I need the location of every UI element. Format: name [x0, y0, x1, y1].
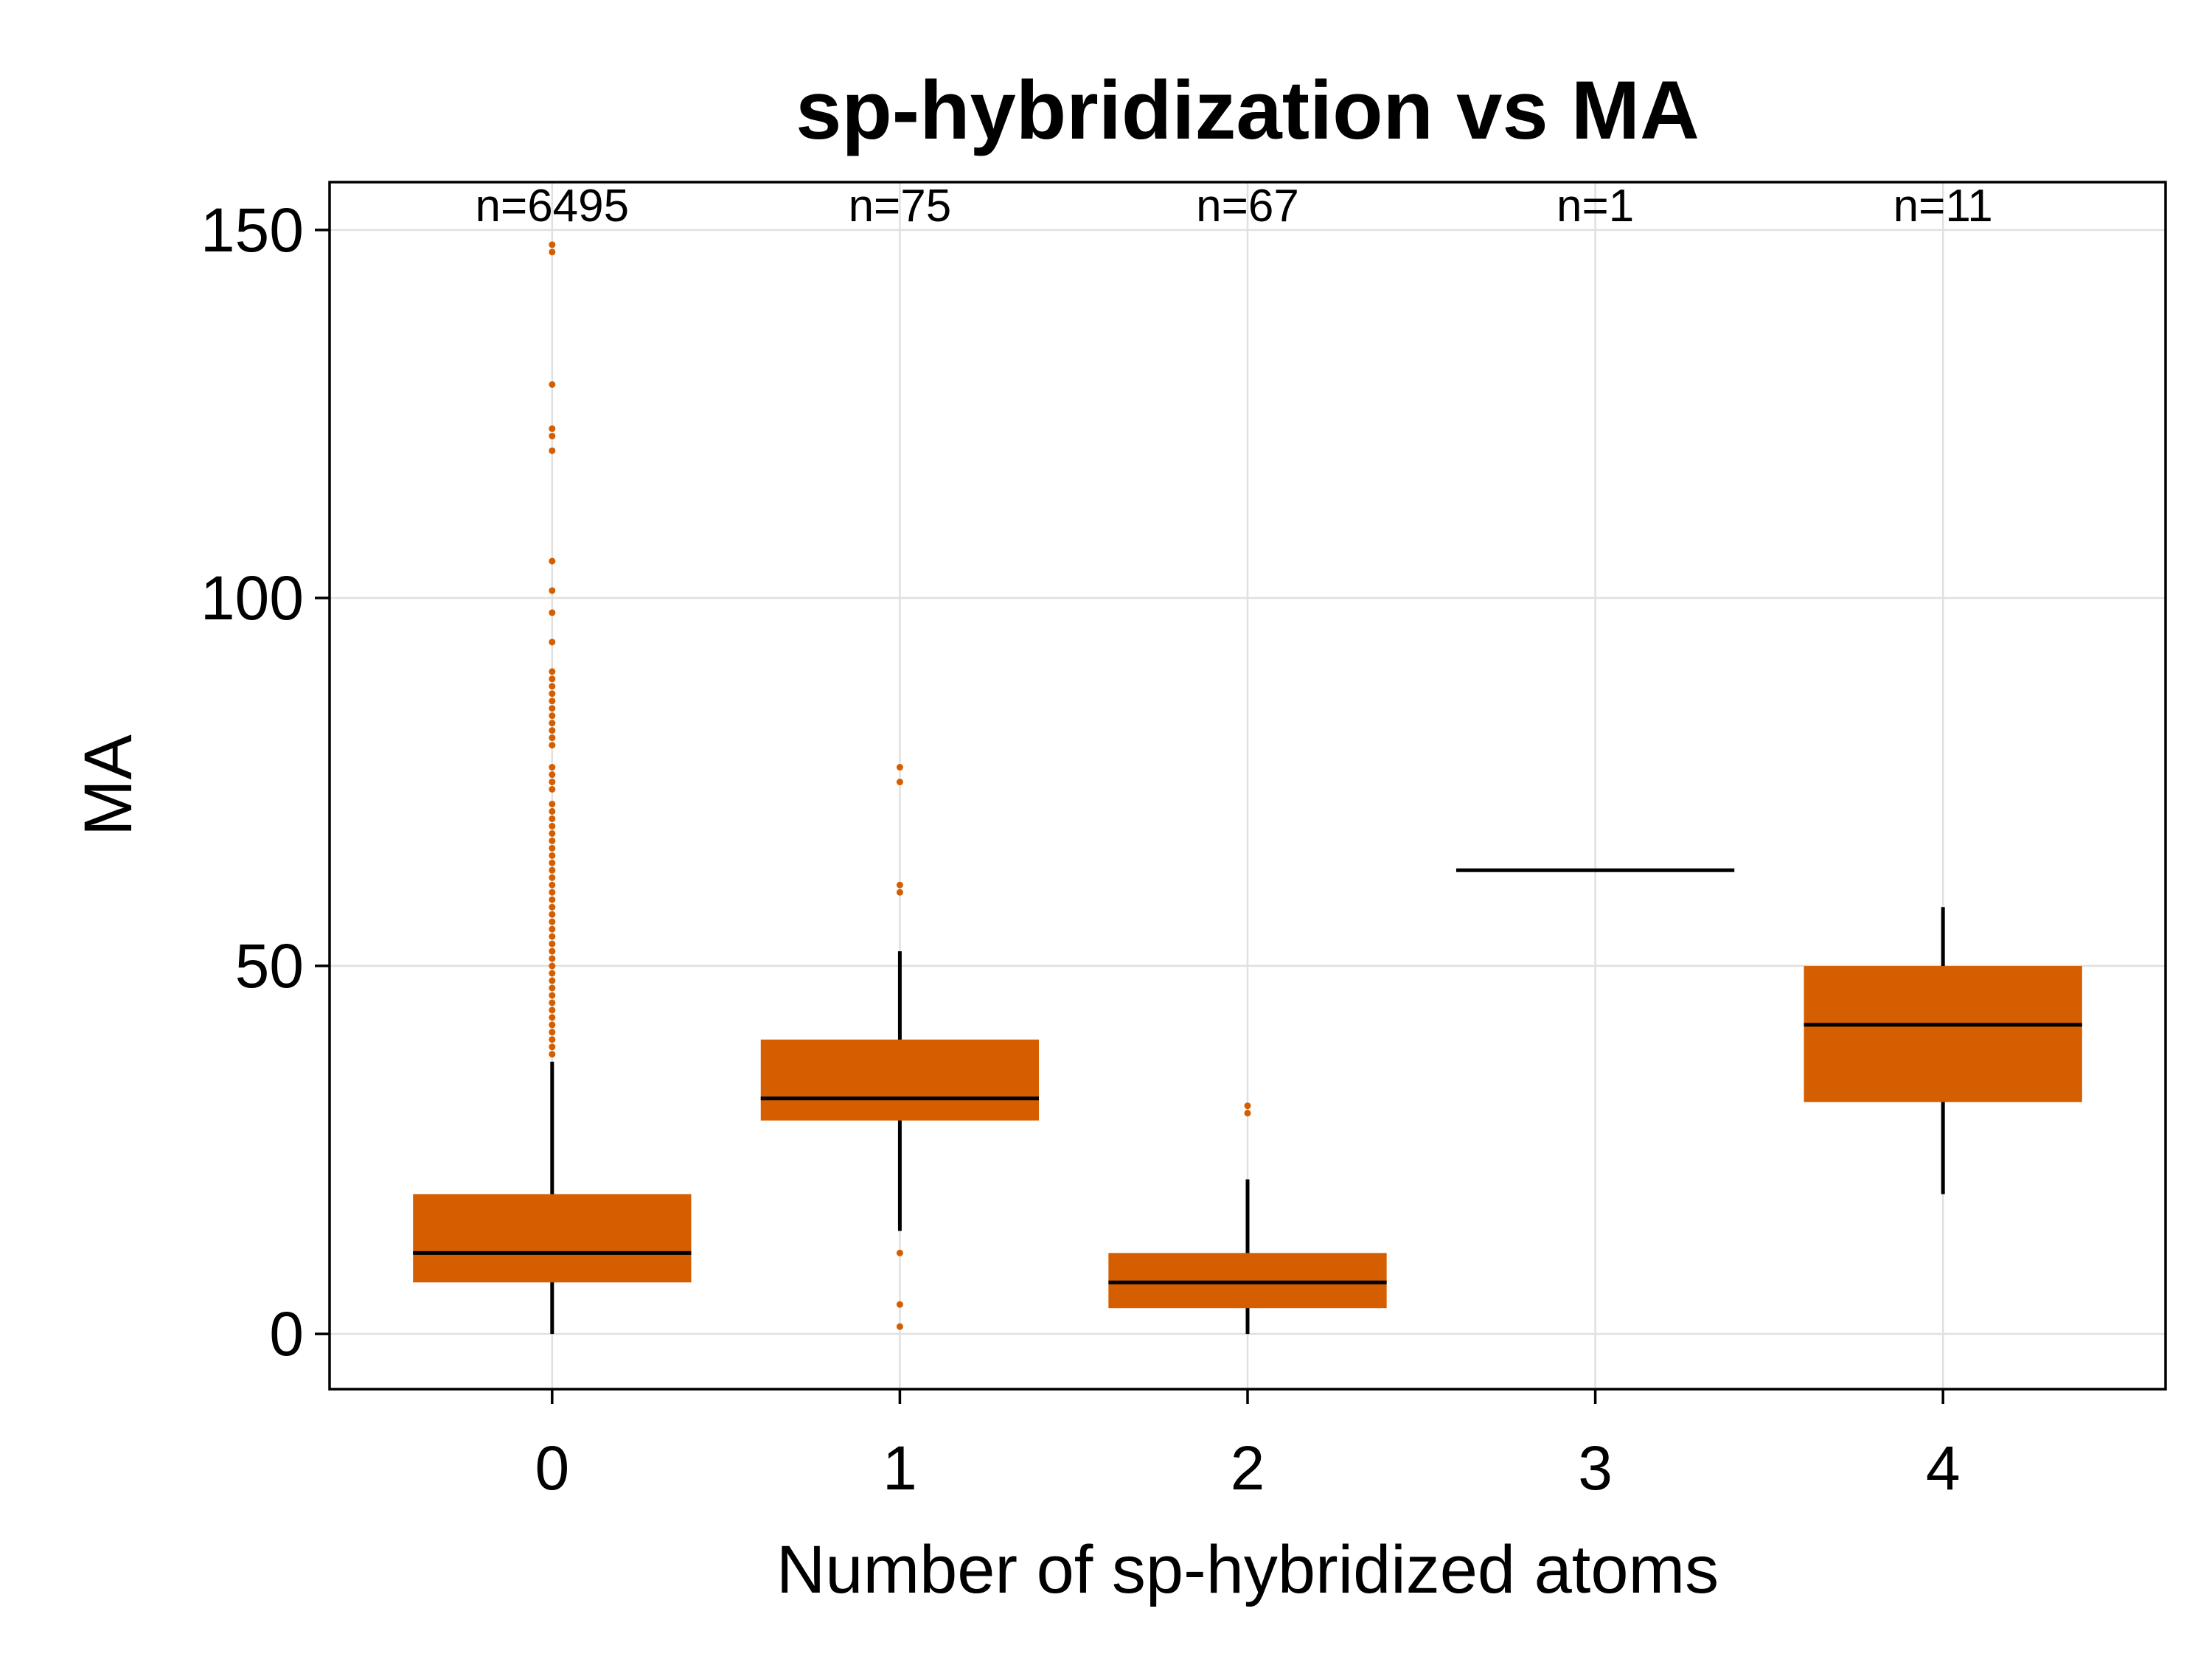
outlier-point [896, 888, 903, 896]
x-tick-label: 4 [1926, 1433, 1961, 1503]
outlier-point [549, 432, 556, 439]
outlier-point [549, 668, 556, 675]
outlier-point [1244, 1102, 1251, 1110]
outlier-point [549, 984, 556, 992]
sample-count-label: n=11 [1893, 181, 1993, 232]
outlier-point [549, 447, 556, 454]
outlier-point [549, 720, 556, 727]
outlier-point [549, 911, 556, 918]
outlier-point [549, 830, 556, 837]
outlier-point [549, 1029, 556, 1036]
outlier-point [549, 999, 556, 1006]
outlier-point [549, 779, 556, 786]
y-tick-label: 150 [201, 195, 304, 265]
outlier-point [549, 925, 556, 933]
outlier-point [896, 1301, 903, 1308]
outlier-point [549, 675, 556, 683]
outlier-point [549, 1036, 556, 1043]
outlier-point [549, 712, 556, 720]
outlier-point [549, 639, 556, 646]
outlier-point [549, 992, 556, 999]
outlier-point [549, 785, 556, 793]
box-iqr [1804, 966, 2082, 1102]
axis-ticks: 0 1 2 3 4 0 50 100 150 [201, 195, 1961, 1503]
outlier-point [896, 1323, 903, 1330]
outlier-point [549, 727, 556, 734]
x-tick-label: 0 [535, 1433, 569, 1503]
sample-count-label: n=1 [1557, 181, 1634, 232]
x-tick-label: 1 [883, 1433, 917, 1503]
y-axis-label: MA [71, 734, 146, 836]
sample-count-label: n=67 [1196, 181, 1299, 232]
outlier-point [896, 779, 903, 786]
outlier-point [549, 970, 556, 977]
outlier-point [549, 764, 556, 771]
outlier-point [549, 1014, 556, 1021]
outlier-point [549, 1021, 556, 1029]
outlier-point [549, 896, 556, 903]
box-marks: n=6495 n=75 n=67 n=1 n=11 [413, 181, 2082, 1335]
outlier-point [549, 557, 556, 565]
outlier-point [549, 742, 556, 749]
outlier-point [549, 947, 556, 955]
outlier-point [549, 1043, 556, 1051]
outlier-point [896, 1249, 903, 1256]
outlier-point [549, 683, 556, 690]
y-tick-label: 0 [269, 1299, 304, 1368]
outlier-point [549, 933, 556, 940]
outlier-point [549, 609, 556, 616]
outlier-point [549, 888, 556, 896]
outlier-point [549, 587, 556, 594]
y-tick-label: 100 [201, 563, 304, 633]
y-tick-label: 50 [235, 931, 304, 1001]
outlier-point [549, 807, 556, 815]
x-tick-label: 3 [1578, 1433, 1613, 1503]
outlier-point [549, 425, 556, 432]
outlier-point [549, 1051, 556, 1058]
outlier-point [896, 764, 903, 771]
chart-title: sp-hybridization vs MA [796, 64, 1700, 156]
outlier-point [549, 822, 556, 830]
outlier-point [549, 874, 556, 881]
box-iqr [413, 1194, 692, 1283]
sample-count-label: n=75 [849, 181, 952, 232]
sample-count-label: n=6495 [476, 181, 630, 232]
outlier-point [549, 734, 556, 742]
outlier-point [1244, 1110, 1251, 1117]
outlier-point [549, 248, 556, 256]
outlier-point [549, 852, 556, 859]
outlier-point [549, 903, 556, 911]
outlier-point [549, 815, 556, 822]
box-iqr [760, 1039, 1040, 1121]
outlier-point [549, 1006, 556, 1014]
outlier-point [549, 940, 556, 947]
outlier-point [549, 977, 556, 984]
outlier-point [549, 881, 556, 888]
outlier-point [549, 380, 556, 388]
outlier-point [549, 859, 556, 866]
outlier-point [549, 844, 556, 852]
outlier-point [549, 866, 556, 874]
outlier-point [549, 241, 556, 248]
outlier-point [549, 771, 556, 779]
x-axis-label: Number of sp-hybridized atoms [776, 1532, 1719, 1607]
outlier-point [549, 918, 556, 925]
x-tick-label: 2 [1231, 1433, 1265, 1503]
outlier-point [549, 837, 556, 844]
outlier-point [549, 698, 556, 705]
outlier-point [896, 881, 903, 888]
outlier-point [549, 962, 556, 970]
outlier-point [549, 955, 556, 962]
outlier-point [549, 690, 556, 698]
outlier-point [549, 800, 556, 807]
outlier-point [549, 705, 556, 712]
